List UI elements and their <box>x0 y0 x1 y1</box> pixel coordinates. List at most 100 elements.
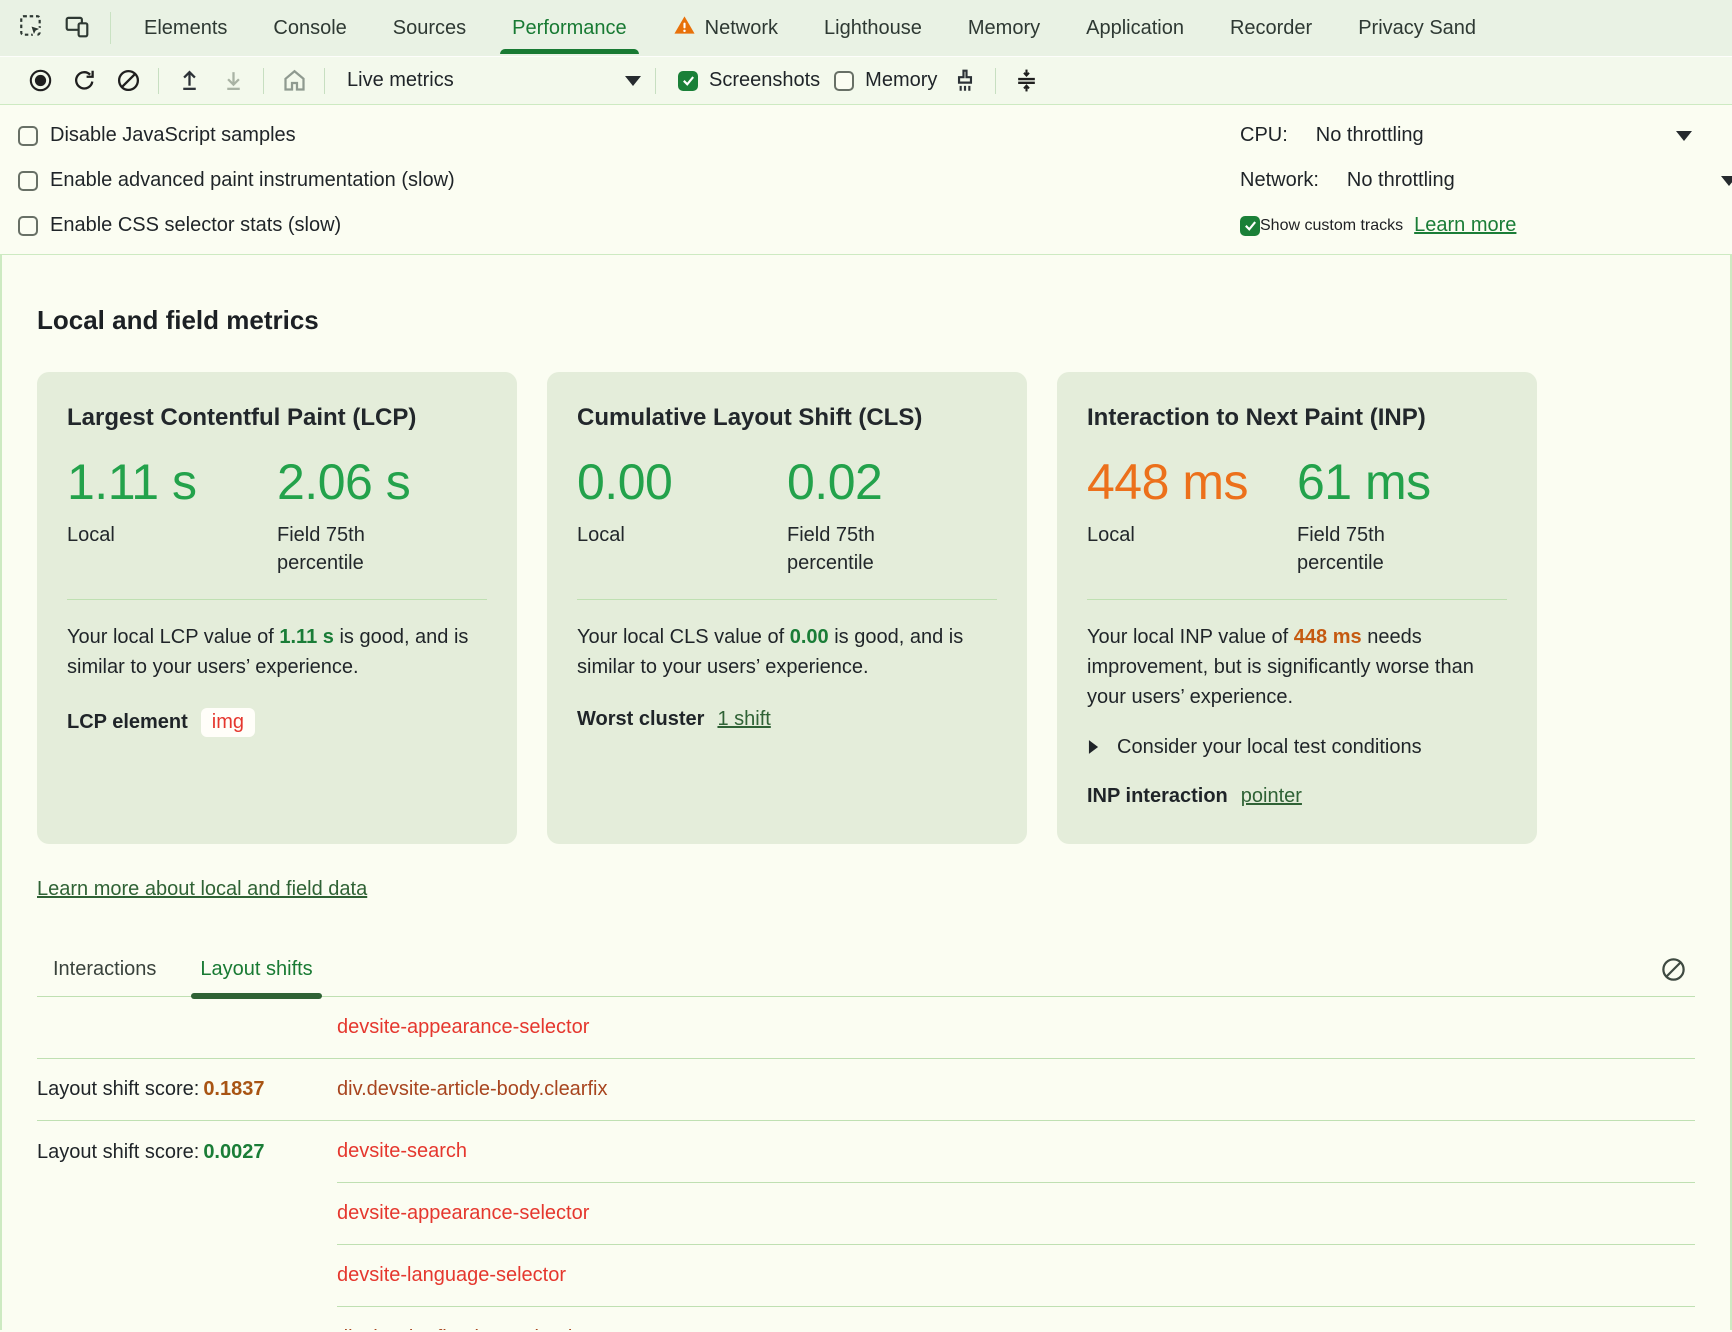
layout-shift-row[interactable]: devsite-appearance-selector <box>37 1183 1695 1245</box>
show-custom-tracks-checkbox[interactable] <box>1240 216 1260 236</box>
tab-lighthouse[interactable]: Lighthouse <box>801 0 945 56</box>
inp-card-title: Interaction to Next Paint (INP) <box>1087 404 1507 432</box>
card-divider <box>1087 599 1507 600</box>
cpu-throttling-select[interactable]: CPU: No throttling <box>1240 113 1732 158</box>
network-value: No throttling <box>1347 169 1455 192</box>
inp-card: Interaction to Next Paint (INP) 448 ms L… <box>1057 372 1537 844</box>
layout-shift-row[interactable]: devsite-appearance-selector <box>37 997 1695 1059</box>
tab-privacy-sandbox[interactable]: Privacy Sand <box>1335 0 1476 56</box>
layout-shift-row[interactable]: Layout shift score: 0.0027 devsite-searc… <box>37 1121 1695 1183</box>
screenshots-checkbox[interactable] <box>678 71 698 91</box>
card-divider <box>577 599 997 600</box>
tab-application[interactable]: Application <box>1063 0 1207 56</box>
worst-cluster-link[interactable]: 1 shift <box>717 708 770 731</box>
panel-mode-value: Live metrics <box>347 69 454 92</box>
throttling-settings: CPU: No throttling Network: No throttlin… <box>1240 113 1732 248</box>
cpu-value: No throttling <box>1316 124 1424 147</box>
shift-element-link[interactable]: div.devsite-floating-action-buttons <box>337 1327 633 1331</box>
tab-network[interactable]: Network <box>650 0 801 56</box>
learn-more-field-data-link[interactable]: Learn more about local and field data <box>37 878 367 901</box>
upload-icon <box>177 68 202 93</box>
layout-shift-row[interactable]: devsite-language-selector <box>37 1245 1695 1307</box>
metric-cards: Largest Contentful Paint (LCP) 1.11 s Lo… <box>37 372 1730 844</box>
shift-element-link[interactable]: devsite-language-selector <box>337 1264 566 1287</box>
load-profile-button[interactable] <box>167 62 211 100</box>
local-test-conditions-label: Consider your local test conditions <box>1117 736 1422 759</box>
record-button[interactable] <box>18 62 62 100</box>
tabbar-separator <box>110 12 111 44</box>
logs-tabbar: Interactions Layout shifts <box>37 947 1695 997</box>
cpu-label: CPU: <box>1240 124 1288 147</box>
save-profile-button[interactable] <box>211 62 255 100</box>
memory-checkbox[interactable] <box>834 71 854 91</box>
tab-performance[interactable]: Performance <box>489 0 650 56</box>
chevron-down-icon <box>1721 176 1732 186</box>
chevron-down-icon <box>1676 131 1692 141</box>
toolbar-separator <box>995 68 996 94</box>
record-and-reload-button[interactable] <box>62 62 106 100</box>
home-button[interactable] <box>272 62 316 100</box>
local-test-conditions-disclosure[interactable]: Consider your local test conditions <box>1087 736 1507 759</box>
shift-element-link[interactable]: devsite-search <box>337 1140 467 1163</box>
shift-element-link[interactable]: devsite-appearance-selector <box>337 1202 589 1225</box>
screenshots-toggle[interactable]: Screenshots <box>678 69 820 92</box>
layout-shift-row[interactable]: div.devsite-floating-action-buttons <box>37 1307 1695 1330</box>
tab-memory[interactable]: Memory <box>945 0 1063 56</box>
local-field-metrics-heading: Local and field metrics <box>37 305 1730 336</box>
check-icon <box>1243 218 1258 233</box>
cls-field-value: 0.02 <box>787 456 997 509</box>
inp-interaction-link[interactable]: pointer <box>1241 785 1302 808</box>
lcp-element-link[interactable]: img <box>201 708 255 737</box>
lcp-field-label: Field 75th percentile <box>277 521 437 577</box>
clear-log-button[interactable] <box>1656 952 1690 986</box>
network-throttling-select[interactable]: Network: No throttling <box>1240 158 1732 203</box>
tab-layout-shifts[interactable]: Layout shifts <box>194 958 318 996</box>
inp-interaction-label: INP interaction <box>1087 785 1228 808</box>
device-toolbar-icon <box>64 13 90 44</box>
check-icon <box>681 73 696 88</box>
advanced-paint-label: Enable advanced paint instrumentation (s… <box>50 169 455 192</box>
show-custom-tracks-row[interactable]: Show custom tracks Learn more <box>1240 203 1732 248</box>
cls-card-title: Cumulative Layout Shift (CLS) <box>577 404 997 432</box>
inp-field-value: 61 ms <box>1297 456 1507 509</box>
tab-elements[interactable]: Elements <box>121 0 250 56</box>
shift-element-link[interactable]: devsite-appearance-selector <box>337 1016 589 1039</box>
lcp-description: Your local LCP value of 1.11 s is good, … <box>67 622 487 682</box>
clear-icon <box>1660 956 1687 983</box>
shortcuts-dialog-button[interactable] <box>1004 62 1048 100</box>
cls-field-label: Field 75th percentile <box>787 521 947 577</box>
tab-network-label: Network <box>705 17 778 40</box>
tab-interactions[interactable]: Interactions <box>47 958 162 996</box>
inspect-element-button[interactable] <box>8 0 54 56</box>
lcp-card: Largest Contentful Paint (LCP) 1.11 s Lo… <box>37 372 517 844</box>
garbage-brush-icon <box>952 68 978 94</box>
css-selector-stats-label: Enable CSS selector stats (slow) <box>50 214 341 237</box>
layout-shift-row[interactable]: Layout shift score: 0.1837 div.devsite-a… <box>37 1059 1695 1121</box>
css-selector-stats-checkbox[interactable] <box>18 216 38 236</box>
memory-toggle[interactable]: Memory <box>834 69 937 92</box>
lcp-local-label: Local <box>67 521 227 549</box>
panel-mode-select[interactable]: Live metrics <box>347 69 647 92</box>
tab-sources[interactable]: Sources <box>370 0 489 56</box>
memory-label: Memory <box>865 69 937 92</box>
cls-card: Cumulative Layout Shift (CLS) 0.00 Local… <box>547 372 1027 844</box>
toolbar-separator <box>263 68 264 94</box>
gc-button[interactable] <box>943 62 987 100</box>
warning-icon <box>673 14 696 43</box>
disable-js-samples-checkbox[interactable] <box>18 126 38 146</box>
clear-icon <box>116 68 141 93</box>
clear-button[interactable] <box>106 62 150 100</box>
advanced-paint-checkbox[interactable] <box>18 171 38 191</box>
shift-score-value: 0.0027 <box>203 1141 264 1164</box>
shift-element-link[interactable]: div.devsite-article-body.clearfix <box>337 1078 607 1101</box>
home-icon <box>281 67 308 94</box>
lcp-local-value: 1.11 s <box>67 456 277 509</box>
tab-recorder[interactable]: Recorder <box>1207 0 1335 56</box>
custom-tracks-learn-more-link[interactable]: Learn more <box>1414 214 1516 237</box>
toolbar-separator <box>324 68 325 94</box>
cls-local-value: 0.00 <box>577 456 787 509</box>
inp-field-label: Field 75th percentile <box>1297 521 1457 577</box>
device-toolbar-button[interactable] <box>54 0 100 56</box>
tab-console[interactable]: Console <box>250 0 369 56</box>
cls-description: Your local CLS value of 0.00 is good, an… <box>577 622 997 682</box>
